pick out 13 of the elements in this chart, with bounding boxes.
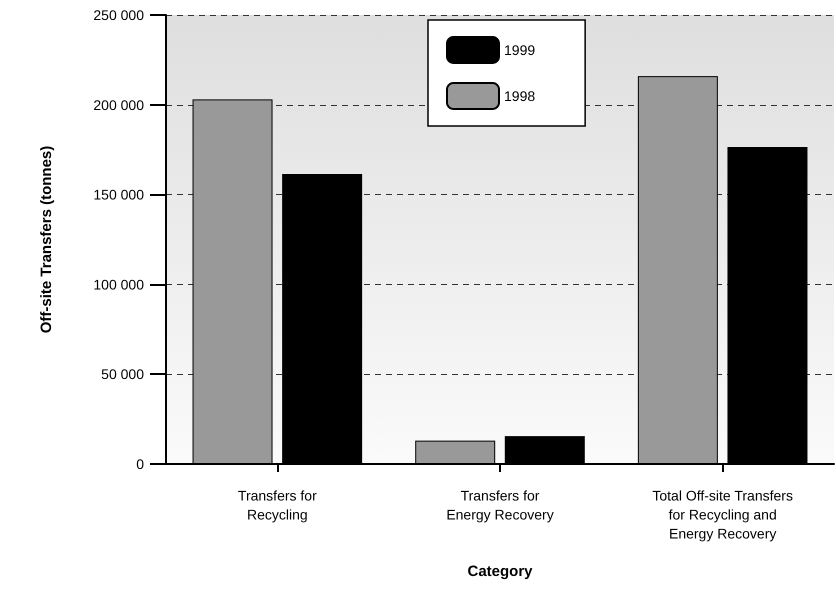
y-tick-label: 100 000 [93, 276, 144, 292]
x-tick-label: Transfers for Recycling [238, 488, 318, 522]
y-tick-label: 150 000 [93, 186, 144, 203]
y-tick-label: 0 [136, 456, 144, 472]
x-tick-label: Transfers for Energy Recovery [446, 488, 554, 522]
y-tick-label: 250 000 [93, 7, 144, 23]
y-tick-label: 50 000 [101, 366, 144, 382]
x-tick-label: Total Off-site Transfers for Recycling and Energy Recovery [652, 488, 793, 542]
x-axis-title: Category [467, 563, 534, 580]
legend-label: 1998 [504, 88, 536, 104]
y-tick-label: 200 000 [93, 96, 144, 113]
legend-label: 1999 [504, 42, 536, 58]
y-axis-title: Off-site Transfers (tonnes) [38, 146, 55, 334]
